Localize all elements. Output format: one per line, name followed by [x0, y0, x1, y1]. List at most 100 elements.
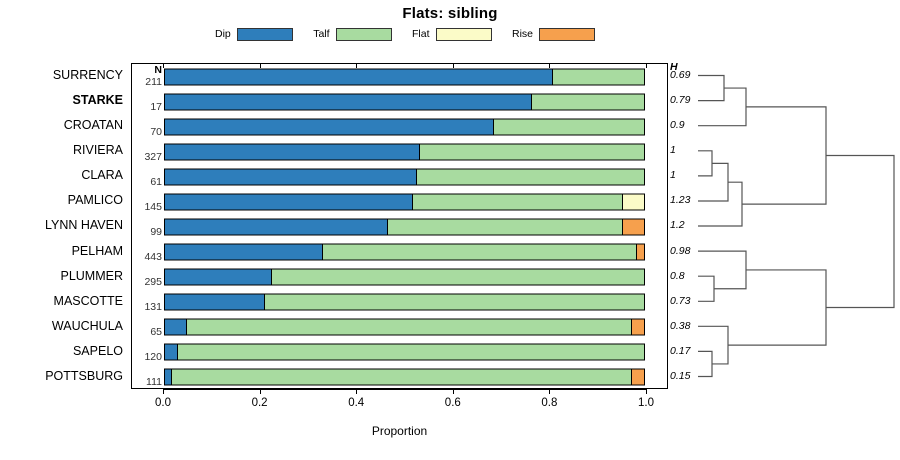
x-axis-tick — [646, 389, 647, 394]
bar-segment-talf — [492, 119, 644, 135]
bar-segment-talf — [415, 169, 644, 185]
legend-swatch-talf — [335, 27, 392, 41]
bar-segment-talf — [386, 219, 622, 235]
dendro-link-b2-lynnhaven — [698, 181, 743, 227]
x-axis-tick — [259, 389, 261, 394]
plot-top-tick — [356, 63, 358, 68]
table-row: 327 — [132, 139, 667, 164]
row-label-surrency: SURRENCY — [52, 68, 123, 82]
bar-segment-talf — [552, 69, 644, 85]
bar-segment-dip — [165, 244, 323, 260]
row-h-value: 1 — [670, 144, 676, 157]
table-row: N 211 — [132, 63, 667, 89]
plot-top-tick — [646, 63, 647, 68]
row-n-value: 211 — [145, 75, 162, 88]
row-n-value: 120 — [144, 351, 162, 364]
dendro-link-pelham-c1 — [698, 250, 747, 290]
bar-segment-dip — [165, 319, 187, 335]
bar-segment-dip — [165, 219, 387, 235]
bar-segment-dip — [165, 119, 493, 135]
row-n-value: 327 — [144, 150, 162, 163]
bar-segment-talf — [411, 194, 622, 210]
x-axis-tick — [356, 389, 358, 394]
plot-top-tick — [163, 63, 164, 68]
dendro-link-a1-croatan — [698, 87, 747, 127]
table-row: 131 — [132, 290, 667, 315]
row-h-value: 0.38 — [670, 319, 691, 332]
dendro-link-surrency-starke — [698, 74, 725, 102]
x-axis-tick-label: 0.8 — [541, 397, 558, 409]
table-row: 99 — [132, 214, 667, 239]
row-label-pottsburg: POTTSBURG — [45, 368, 123, 383]
legend-item-rise: Rise — [511, 27, 595, 41]
row-h-value: 0.73 — [670, 294, 691, 307]
table-row: 145 — [132, 189, 667, 214]
row-label-axis: SURRENCY STARKE CROATAN RIVIERA CLARA PAMLICO… — [0, 63, 127, 389]
table-row: 65 — [132, 315, 667, 340]
dendro-link-sapelo-pottsburg — [698, 350, 713, 378]
x-axis-title: Proportion — [371, 424, 428, 438]
x-axis-tick-label: 0.2 — [251, 397, 268, 409]
row-label-pelham: PELHAM — [71, 243, 123, 258]
bar-segment-talf — [271, 269, 644, 285]
plot-top-tick — [452, 63, 454, 68]
row-n-value: 145 — [144, 200, 162, 213]
stacked-bar — [164, 293, 645, 311]
bar-segment-talf — [419, 144, 644, 160]
bar-segment-rise — [635, 244, 644, 260]
row-label-starke: STARKE — [72, 93, 123, 108]
table-row: 61 — [132, 164, 667, 189]
legend: Dip Talf Flat Rise — [215, 26, 595, 42]
row-label-riviera: RIVIERA — [72, 143, 123, 158]
bar-segment-talf — [264, 294, 644, 310]
legend-swatch-dip — [236, 27, 293, 41]
bar-segment-dip — [165, 169, 416, 185]
bar-segment-talf — [530, 94, 644, 110]
stacked-bar — [164, 368, 645, 386]
bar-segment-rise — [631, 319, 644, 335]
row-n-value: 295 — [144, 275, 162, 288]
dendro-link-lower-cluster — [728, 269, 827, 346]
stacked-bar — [164, 118, 645, 136]
row-label-clara: CLARA — [81, 168, 123, 183]
table-row: 70 — [132, 114, 667, 139]
legend-swatch-rise — [539, 27, 595, 41]
legend-label: Dip — [215, 28, 231, 40]
dendrogram — [676, 63, 900, 389]
legend-label: Rise — [511, 28, 533, 40]
bar-segment-dip — [165, 344, 177, 360]
stacked-bar — [164, 93, 645, 111]
bar-segment-talf — [170, 369, 632, 385]
row-h-value: 1 — [670, 169, 676, 182]
bar-segment-flat — [621, 194, 644, 210]
x-axis-tick — [549, 389, 551, 394]
x-axis-tick-label: 0.6 — [444, 397, 461, 409]
bar-segment-dip — [165, 69, 553, 85]
chart-title: Flats: sibling — [402, 5, 498, 22]
legend-label: Flat — [412, 28, 430, 40]
table-row: 17 — [132, 89, 667, 114]
row-n-value: 99 — [150, 225, 162, 238]
stacked-bar — [164, 218, 645, 236]
dendro-link-root — [826, 154, 895, 309]
row-n-value: 111 — [146, 376, 162, 389]
bar-segment-dip — [165, 294, 265, 310]
dendro-link-riviera-clara — [698, 150, 713, 177]
stacked-bar — [164, 143, 645, 161]
x-axis-tick — [163, 389, 164, 394]
dendro-link-b1-pamlico — [698, 162, 729, 202]
row-label-plummer: PLUMMER — [60, 268, 123, 283]
bar-segment-dip — [165, 369, 171, 385]
legend-item-dip: Dip — [215, 27, 293, 41]
table-row: 295 — [132, 265, 667, 290]
row-h-value: 1.2 — [670, 219, 685, 232]
row-label-pamlico: PAMLICO — [67, 193, 123, 208]
dendro-link-upper-cluster — [742, 106, 827, 205]
row-n-value: 65 — [150, 326, 162, 339]
bar-segment-talf — [186, 319, 632, 335]
bar-segment-dip — [165, 269, 272, 285]
dendrogram-svg — [698, 74, 895, 378]
row-label-lynn-haven: LYNN HAVEN — [44, 218, 123, 233]
row-n-value: 70 — [150, 125, 162, 138]
